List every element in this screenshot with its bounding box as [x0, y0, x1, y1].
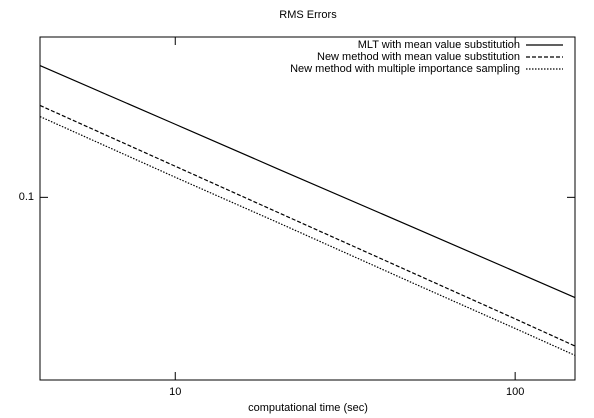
legend-label: New method with multiple importance samp… — [290, 63, 520, 75]
line-series — [39, 65, 576, 299]
line-series — [39, 104, 576, 347]
legend-label: MLT with mean value substitution — [358, 39, 520, 51]
x-tick-label: 10 — [169, 386, 181, 398]
line-series — [39, 115, 576, 356]
y-tick-label: 0.1 — [19, 191, 34, 203]
chart-title: RMS Errors — [279, 9, 337, 21]
plot-frame — [39, 36, 576, 381]
legend-label: New method with mean value substitution — [317, 51, 520, 63]
x-axis-label: computational time (sec) — [248, 402, 368, 414]
x-tick-label: 100 — [506, 386, 524, 398]
